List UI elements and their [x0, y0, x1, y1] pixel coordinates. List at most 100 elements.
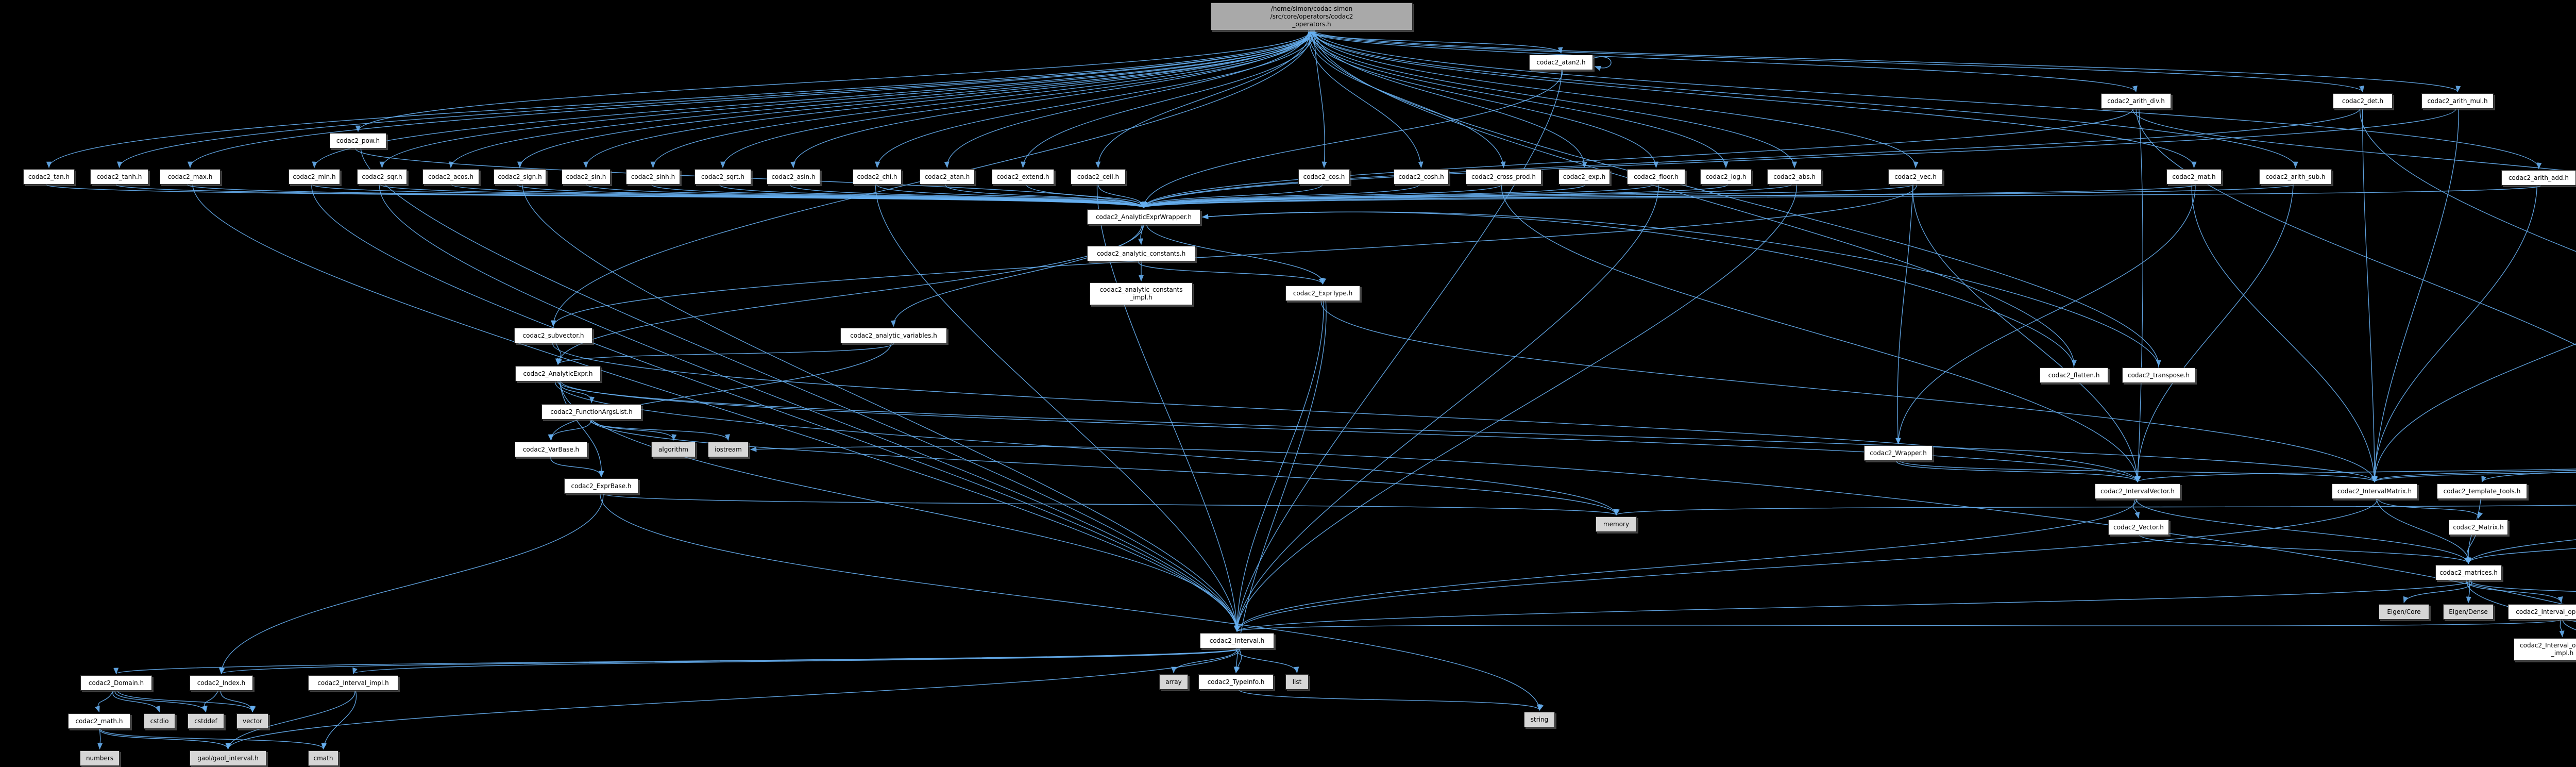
graph-node-string[interactable]: string [1524, 712, 1555, 727]
graph-node-cosh[interactable]: codac2_cosh.h [1394, 169, 1449, 185]
graph-node-cos[interactable]: codac2_cos.h [1298, 169, 1350, 185]
graph-node-acos[interactable]: codac2_acos.h [422, 169, 479, 185]
graph-node-numbers[interactable]: numbers [80, 751, 120, 766]
graph-node-atan2[interactable]: codac2_atan2.h [1529, 55, 1593, 70]
graph-node-algorithm[interactable]: algorithm [651, 442, 696, 457]
graph-node-vec[interactable]: codac2_vec.h [1888, 169, 1943, 185]
graph-node-sin[interactable]: codac2_sin.h [562, 169, 611, 185]
graph-node-VarBase[interactable]: codac2_VarBase.h [515, 442, 587, 457]
graph-edge [2466, 580, 2471, 604]
graph-node-cmath[interactable]: cmath [308, 751, 338, 766]
graph-node-Vector[interactable]: codac2_Vector.h [2108, 520, 2169, 535]
graph-node-arith_div[interactable]: codac2_arith_div.h [2101, 93, 2171, 109]
graph-node-mat[interactable]: codac2_mat.h [2166, 169, 2222, 185]
graph-node-Interval_impl[interactable]: codac2_Interval_impl.h [308, 675, 398, 691]
graph-node-exp[interactable]: codac2_exp.h [1558, 169, 1610, 185]
graph-node-iostream[interactable]: iostream [708, 442, 749, 457]
graph-node-asin[interactable]: codac2_asin.h [767, 169, 820, 185]
graph-node-template_tools[interactable]: codac2_template_tools.h [2437, 483, 2527, 499]
graph-node-max[interactable]: codac2_max.h [160, 169, 221, 185]
graph-node-chi[interactable]: codac2_chi.h [853, 169, 902, 185]
graph-edge [1235, 580, 2471, 632]
graph-edge [380, 184, 1145, 209]
graph-edge [600, 493, 1542, 711]
graph-node-Wrapper[interactable]: codac2_Wrapper.h [1864, 445, 1933, 461]
graph-node-matrices[interactable]: codac2_matrices.h [2435, 565, 2502, 580]
graph-edge [560, 381, 2141, 483]
graph-node-subvector[interactable]: codac2_subvector.h [514, 328, 592, 343]
graph-edge [114, 690, 208, 713]
graph-node-sqr[interactable]: codac2_sqr.h [357, 169, 407, 185]
graph-edge [548, 419, 592, 441]
graph-node-cstdio[interactable]: cstdio [144, 713, 175, 729]
graph-node-AnalyticExpr[interactable]: codac2_AnalyticExpr.h [515, 366, 601, 381]
graph-node-flatten[interactable]: codac2_flatten.h [2040, 368, 2108, 383]
graph-edge [117, 30, 1314, 169]
graph-edge [1310, 30, 1659, 169]
graph-node-cstddef[interactable]: cstddef [188, 713, 224, 729]
graph-node-gaol[interactable]: gaol/gaol_interval.h [190, 751, 266, 766]
graph-edge [555, 343, 894, 365]
graph-edge [2132, 498, 2140, 519]
graph-node-IntervalVector[interactable]: codac2_IntervalVector.h [2095, 483, 2180, 499]
graph-edge [1201, 211, 2159, 368]
graph-edge [226, 648, 1241, 750]
graph-edge [201, 690, 219, 713]
graph-node-TypeInfo[interactable]: codac2_TypeInfo.h [1198, 674, 1274, 690]
graph-node-Interval[interactable]: codac2_Interval.h [1200, 633, 1274, 648]
graph-edge [1320, 301, 2377, 483]
graph-node-Interval_operations_impl[interactable]: codac2_Interval_operations _impl.h [2514, 638, 2576, 661]
graph-node-arith_mul[interactable]: codac2_arith_mul.h [2421, 93, 2494, 109]
graph-node-Index[interactable]: codac2_Index.h [190, 675, 253, 691]
graph-node-pow[interactable]: codac2_pow.h [330, 133, 386, 148]
graph-node-sqrt[interactable]: codac2_sqrt.h [694, 169, 751, 185]
graph-node-tan[interactable]: codac2_tan.h [23, 169, 75, 185]
graph-node-Matrix[interactable]: codac2_Matrix.h [2449, 520, 2508, 535]
graph-node-analytic_variables[interactable]: codac2_analytic_variables.h [840, 328, 947, 343]
graph-node-extend[interactable]: codac2_extend.h [992, 169, 1054, 185]
graph-node-vector[interactable]: vector [236, 713, 268, 729]
graph-edge [750, 446, 2576, 608]
graph-node-memory[interactable]: memory [1596, 516, 1637, 532]
graph-edge [112, 690, 160, 713]
graph-node-sign[interactable]: codac2_sign.h [494, 169, 546, 185]
graph-node-Interval_operations[interactable]: codac2_Interval_operations.h [2508, 604, 2576, 620]
graph-node-ExprBase[interactable]: codac2_ExprBase.h [564, 478, 638, 494]
graph-edge [1138, 224, 1144, 245]
graph-node-EigenCore[interactable]: Eigen/Core [2379, 604, 2429, 620]
graph-node-ceil[interactable]: codac2_ceil.h [1071, 169, 1126, 185]
graph-edge [1141, 108, 2134, 209]
graph-edge [1312, 30, 2298, 169]
graph-node-log[interactable]: codac2_log.h [1700, 169, 1752, 185]
graph-edge [1238, 689, 1544, 711]
graph-node-ExprType[interactable]: codac2_ExprType.h [1285, 286, 1360, 301]
graph-node-tanh[interactable]: codac2_tanh.h [90, 169, 148, 185]
graph-edge [98, 728, 231, 750]
graph-node-FunctionArgsList[interactable]: codac2_FunctionArgsList.h [541, 404, 641, 420]
graph-node-det[interactable]: codac2_det.h [2333, 93, 2393, 109]
graph-node-sinh[interactable]: codac2_sinh.h [626, 169, 680, 185]
graph-node-analytic_constants_impl[interactable]: codac2_analytic_constants _impl.h [1090, 282, 1193, 305]
graph-node-Domain[interactable]: codac2_Domain.h [80, 675, 152, 691]
graph-node-math[interactable]: codac2_math.h [68, 713, 130, 729]
graph-node-min[interactable]: codac2_min.h [289, 169, 340, 185]
graph-node-array[interactable]: array [1159, 674, 1188, 690]
graph-node-analytic_constants[interactable]: codac2_analytic_constants.h [1087, 246, 1195, 261]
graph-node-arith_add[interactable]: codac2_arith_add.h [2501, 170, 2576, 186]
graph-node-cross_prod[interactable]: codac2_cross_prod.h [1466, 169, 1541, 185]
graph-node-list[interactable]: list [1285, 674, 1309, 690]
graph-edge [2559, 619, 2565, 638]
graph-node-arith_sub[interactable]: codac2_arith_sub.h [2259, 169, 2332, 185]
graph-edge [1140, 184, 2294, 209]
graph-node-wrapper[interactable]: codac2_AnalyticExprWrapper.h [1087, 209, 1200, 225]
graph-node-transpose[interactable]: codac2_transpose.h [2122, 368, 2195, 383]
graph-node-IntervalMatrix[interactable]: codac2_IntervalMatrix.h [2332, 483, 2417, 499]
graph-node-EigenDense[interactable]: Eigen/Dense [2443, 604, 2494, 620]
graph-edge [2466, 580, 2563, 604]
graph-edge [355, 30, 1312, 132]
graph-node-abs[interactable]: codac2_abs.h [1767, 169, 1822, 185]
graph-node-floor[interactable]: codac2_floor.h [1627, 169, 1685, 185]
graph-edge [352, 648, 1241, 675]
graph-node-atan[interactable]: codac2_atan.h [920, 169, 975, 185]
